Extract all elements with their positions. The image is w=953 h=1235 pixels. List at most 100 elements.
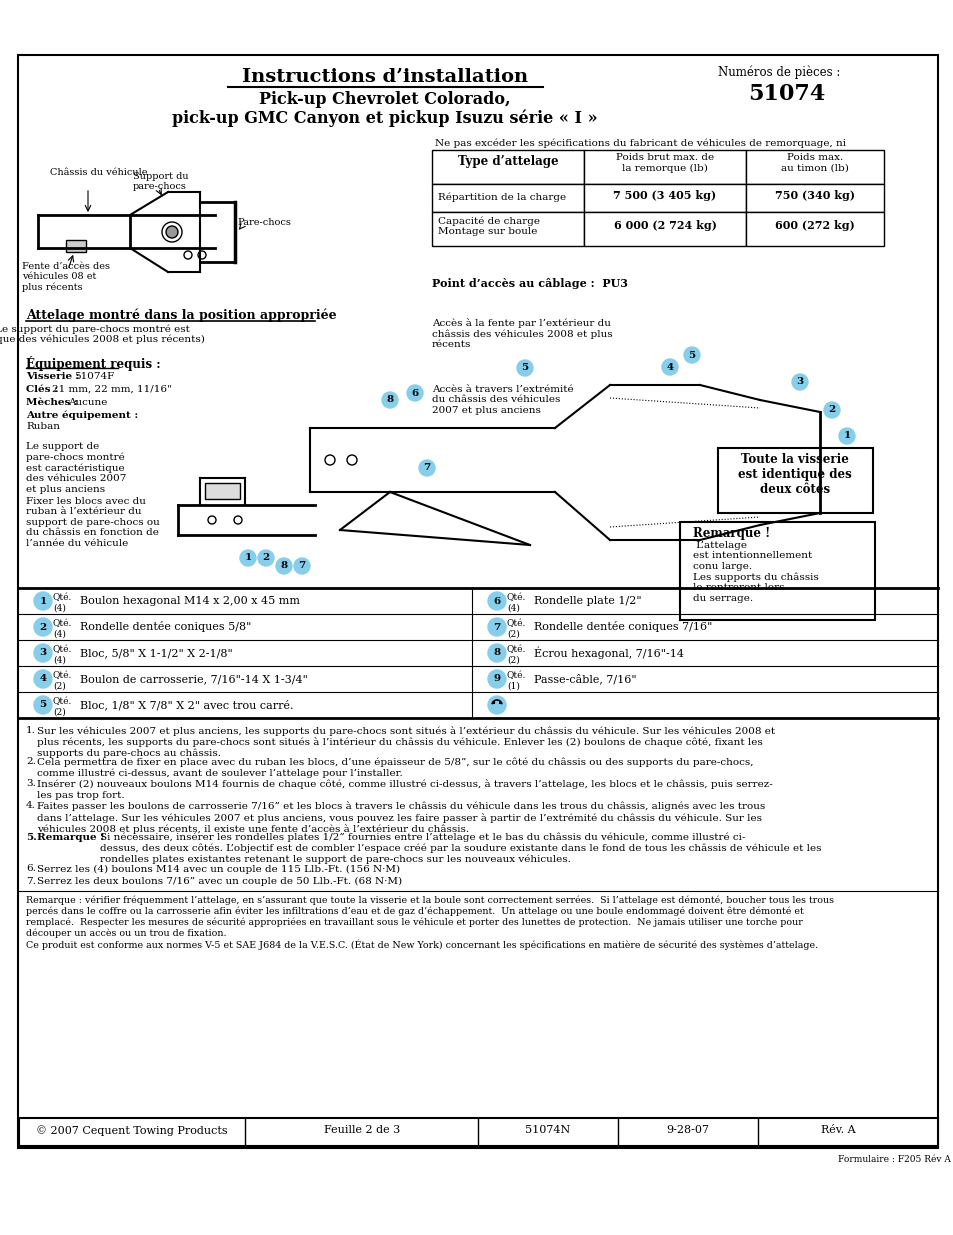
Text: 7 500 (3 405 kg): 7 500 (3 405 kg) xyxy=(613,190,716,201)
Text: Insérer (2) nouveaux boulons M14 fournis de chaque côté, comme illustré ci-dessu: Insérer (2) nouveaux boulons M14 fournis… xyxy=(37,779,772,800)
Circle shape xyxy=(381,391,397,408)
Text: Rondelle plate 1/2": Rondelle plate 1/2" xyxy=(534,597,641,606)
Text: 2: 2 xyxy=(262,553,270,562)
Text: Cela permettra de fixer en place avec du ruban les blocs, d’une épaisseur de 5/8: Cela permettra de fixer en place avec du… xyxy=(37,757,753,778)
Text: 750 (340 kg): 750 (340 kg) xyxy=(774,190,854,201)
FancyBboxPatch shape xyxy=(583,149,745,184)
Text: Bloc, 5/8" X 1-1/2" X 2-1/8": Bloc, 5/8" X 1-1/2" X 2-1/8" xyxy=(80,648,233,658)
Circle shape xyxy=(488,697,505,714)
Text: Remarque !: Remarque ! xyxy=(37,832,105,842)
Text: Serrez les deux boulons 7/16” avec un couple de 50 Llb.-Ft. (68 N·M): Serrez les deux boulons 7/16” avec un co… xyxy=(37,877,402,887)
Text: pick-up GMC Canyon et pickup Isuzu série « I »: pick-up GMC Canyon et pickup Isuzu série… xyxy=(172,109,598,126)
Text: Capacité de charge
Montage sur boule: Capacité de charge Montage sur boule xyxy=(437,216,539,236)
Circle shape xyxy=(418,459,435,475)
Text: 1: 1 xyxy=(244,553,252,562)
Text: Châssis du véhicule: Châssis du véhicule xyxy=(50,168,148,177)
Text: Rondelle dentée coniques 7/16": Rondelle dentée coniques 7/16" xyxy=(534,621,712,632)
Text: Accès à la fente par l’extérieur du
châssis des véhicules 2008 et plus
récents: Accès à la fente par l’extérieur du châs… xyxy=(432,317,612,350)
Text: Formulaire : F205 Rév A 5-6-05: Formulaire : F205 Rév A 5-6-05 xyxy=(837,1155,953,1165)
Text: 3.: 3. xyxy=(26,779,36,788)
Circle shape xyxy=(488,643,505,662)
Text: Boulon de carrosserie, 7/16"-14 X 1-3/4": Boulon de carrosserie, 7/16"-14 X 1-3/4" xyxy=(80,674,308,684)
Text: Point d’accès au câblage :  PU3: Point d’accès au câblage : PU3 xyxy=(432,278,627,289)
Text: 1: 1 xyxy=(39,597,47,605)
Text: 4.: 4. xyxy=(26,802,36,810)
Text: Autre équipement :: Autre équipement : xyxy=(26,411,138,420)
FancyBboxPatch shape xyxy=(718,448,872,513)
Text: 1.: 1. xyxy=(26,726,36,735)
Text: 5: 5 xyxy=(688,351,695,359)
Text: Répartition de la charge: Répartition de la charge xyxy=(437,191,565,201)
Circle shape xyxy=(661,359,678,375)
Circle shape xyxy=(275,558,292,574)
Text: Si nécessaire, insérer les rondelles plates 1/2” fournies entre l’attelage et le: Si nécessaire, insérer les rondelles pla… xyxy=(100,832,821,864)
Text: 6: 6 xyxy=(493,597,500,605)
Text: 9-28-07: 9-28-07 xyxy=(666,1125,709,1135)
Text: 8: 8 xyxy=(386,395,394,405)
Text: 5: 5 xyxy=(39,700,47,709)
Text: 5.: 5. xyxy=(26,832,37,842)
FancyBboxPatch shape xyxy=(583,212,745,246)
Text: Qté.
(2): Qté. (2) xyxy=(506,645,526,664)
Text: Fixer les blocs avec du
ruban à l’extérieur du
support de pare-chocs ou
du châss: Fixer les blocs avec du ruban à l’extéri… xyxy=(26,496,159,547)
Text: 4: 4 xyxy=(39,674,47,683)
Circle shape xyxy=(184,251,192,259)
Text: 21 mm, 22 mm, 11/16": 21 mm, 22 mm, 11/16" xyxy=(52,385,172,394)
Text: (Le support du pare-chocs montré est
typique des véhicules 2008 et plus récents): (Le support du pare-chocs montré est typ… xyxy=(0,324,204,345)
Text: Qté.
(4): Qté. (4) xyxy=(53,593,72,613)
Circle shape xyxy=(407,385,422,401)
Circle shape xyxy=(208,516,215,524)
FancyBboxPatch shape xyxy=(679,522,874,620)
Text: Faites passer les boulons de carrosserie 7/16” et les blocs à travers le châssis: Faites passer les boulons de carrosserie… xyxy=(37,802,764,834)
Circle shape xyxy=(34,592,52,610)
Text: Serrez les (4) boulons M14 avec un couple de 115 Llb.-Ft. (156 N·M): Serrez les (4) boulons M14 avec un coupl… xyxy=(37,864,399,873)
Text: Mèches :: Mèches : xyxy=(26,398,78,408)
Text: Qté.
(2): Qté. (2) xyxy=(53,671,72,690)
Text: Pick-up Chevrolet Colorado,: Pick-up Chevrolet Colorado, xyxy=(259,91,510,107)
Text: Visserie :: Visserie : xyxy=(26,372,79,382)
Text: Écrou hexagonal, 7/16"-14: Écrou hexagonal, 7/16"-14 xyxy=(534,647,683,659)
Circle shape xyxy=(683,347,700,363)
Circle shape xyxy=(34,618,52,636)
Circle shape xyxy=(198,251,206,259)
Text: Rév. A: Rév. A xyxy=(820,1125,855,1135)
Circle shape xyxy=(294,558,310,574)
Text: 7: 7 xyxy=(298,562,305,571)
FancyBboxPatch shape xyxy=(18,56,937,1149)
Text: 600 (272 kg): 600 (272 kg) xyxy=(774,220,854,231)
FancyBboxPatch shape xyxy=(66,240,86,252)
Circle shape xyxy=(838,429,854,445)
Text: 6.: 6. xyxy=(26,864,36,873)
Text: 8: 8 xyxy=(280,562,287,571)
Text: 2: 2 xyxy=(827,405,835,415)
Text: Sur les véhicules 2007 et plus anciens, les supports du pare-chocs sont situés à: Sur les véhicules 2007 et plus anciens, … xyxy=(37,726,774,758)
Text: Qté.
(2): Qté. (2) xyxy=(506,619,526,638)
Text: 51074N: 51074N xyxy=(525,1125,570,1135)
Circle shape xyxy=(325,454,335,466)
FancyBboxPatch shape xyxy=(583,184,745,212)
Text: © 2007 Cequent Towing Products: © 2007 Cequent Towing Products xyxy=(36,1125,228,1136)
Circle shape xyxy=(34,697,52,714)
Text: L’attelage
est intentionnellement
conu large.
Les supports du châssis
le rentrer: L’attelage est intentionnellement conu l… xyxy=(692,541,818,603)
Text: 7.: 7. xyxy=(26,877,36,885)
FancyBboxPatch shape xyxy=(745,149,883,184)
Text: Clés :: Clés : xyxy=(26,385,58,394)
FancyBboxPatch shape xyxy=(432,184,583,212)
FancyBboxPatch shape xyxy=(745,184,883,212)
Text: Remarque : vérifier fréquemment l’attelage, en s’assurant que toute la visserie : Remarque : vérifier fréquemment l’attela… xyxy=(26,895,833,950)
Text: 51074F: 51074F xyxy=(74,372,114,382)
Circle shape xyxy=(34,671,52,688)
FancyBboxPatch shape xyxy=(745,212,883,246)
Text: 6: 6 xyxy=(411,389,418,398)
Circle shape xyxy=(240,550,255,566)
Text: Rondelle dentée coniques 5/8": Rondelle dentée coniques 5/8" xyxy=(80,621,251,632)
Text: 1: 1 xyxy=(842,431,850,441)
Text: Qté.
(4): Qté. (4) xyxy=(53,645,72,664)
Text: Poids max.
au timon (lb): Poids max. au timon (lb) xyxy=(781,153,848,173)
Circle shape xyxy=(791,374,807,390)
Text: 4: 4 xyxy=(666,363,673,372)
Text: Type d’attelage: Type d’attelage xyxy=(457,156,558,168)
Text: 7: 7 xyxy=(493,622,500,631)
Text: Toute la visserie
est identique des
deux côtés: Toute la visserie est identique des deux… xyxy=(738,453,851,496)
Text: Passe-câble, 7/16": Passe-câble, 7/16" xyxy=(534,673,636,684)
